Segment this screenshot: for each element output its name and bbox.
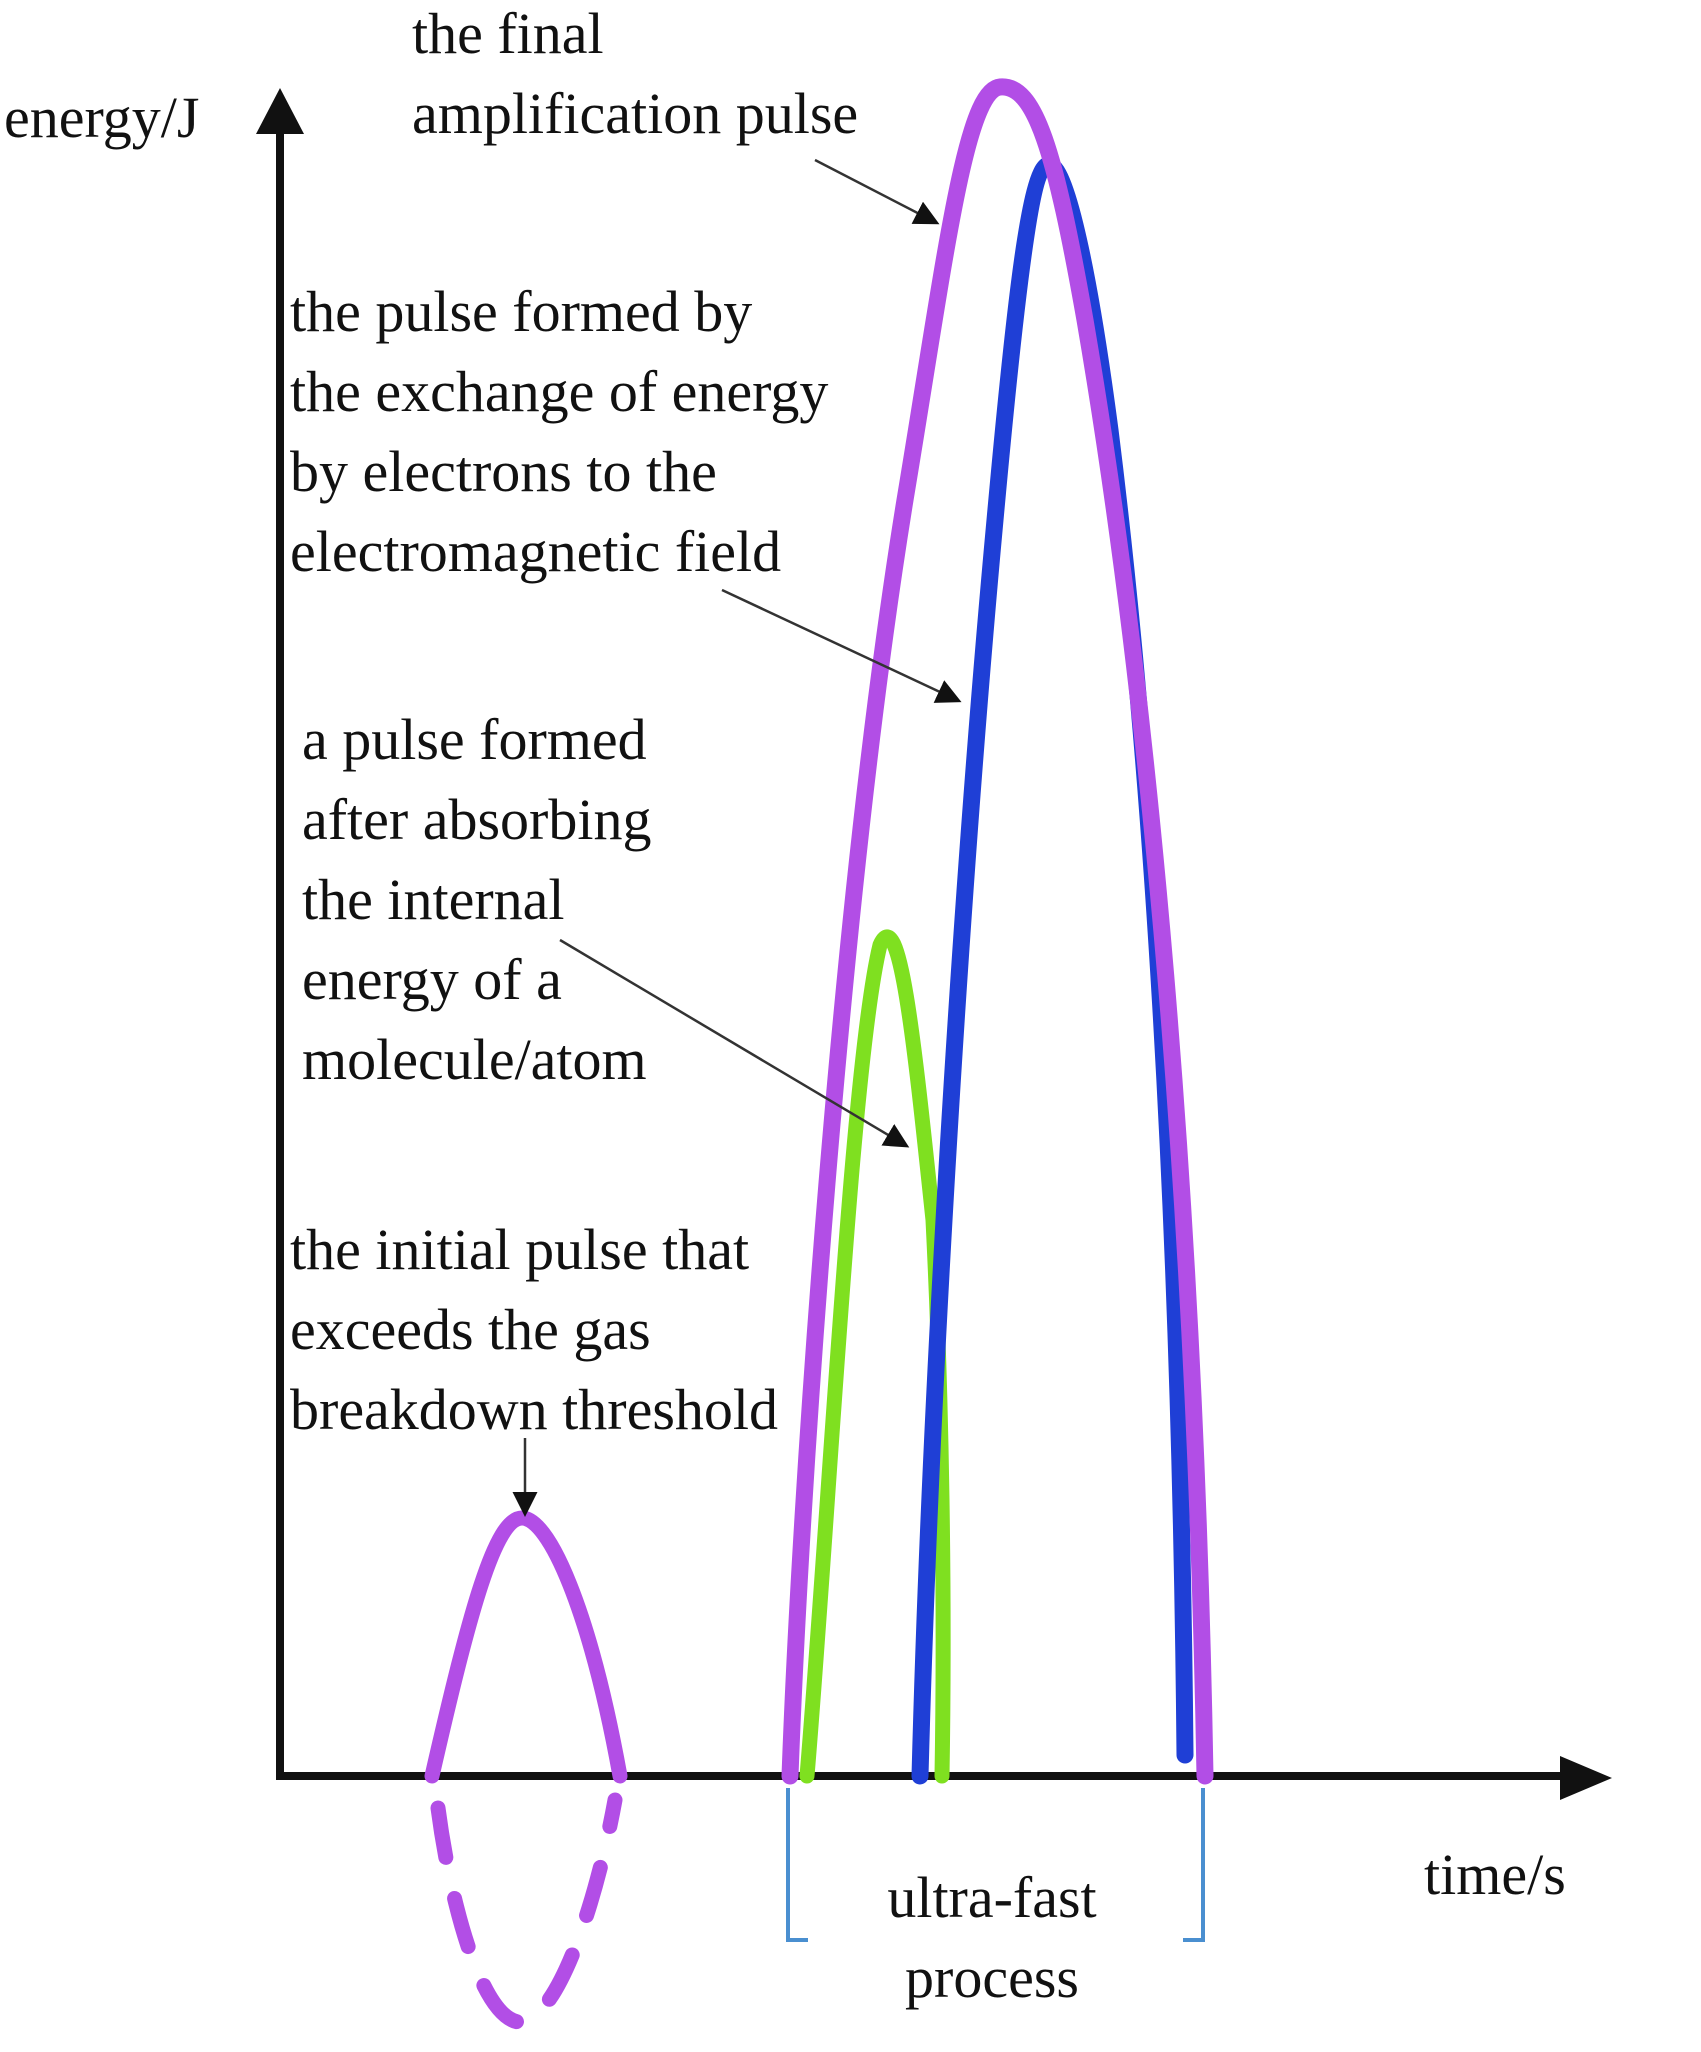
initial-pulse-label-line: the initial pulse that [290, 1217, 750, 1282]
exchange-pulse-label-line: the pulse formed by [290, 279, 753, 344]
final-pulse-label-line: amplification pulse [412, 81, 859, 146]
x-axis-arrowhead [1560, 1756, 1612, 1800]
final-pulse-label: the final amplification pulse [412, 0, 858, 154]
ultrafast-label: ultra-fast process [852, 1858, 1132, 2018]
absorbing-pulse-curve [799, 929, 951, 1784]
absorbing-pulse-pointer [559, 938, 910, 1148]
absorbing-pulse-label: a pulse formed after absorbing the inter… [302, 700, 651, 1100]
absorbing-pulse-label-line: energy of a [302, 947, 562, 1012]
final-pulse-pointer [814, 158, 940, 225]
exchange-pulse-label-line: the exchange of energy [290, 359, 829, 424]
final-pulse-curve [781, 78, 1214, 1785]
initial-pulse-curve [424, 1510, 628, 1784]
x-axis-label: time/s [1424, 1842, 1566, 1907]
exchange-pulse-curve [911, 156, 1194, 1785]
exchange-pulse-label-line: by electrons to the [290, 439, 717, 504]
ultrafast-bracket [786, 1788, 1205, 1942]
initial-pulse-label-line: exceeds the gas [290, 1297, 651, 1362]
initial-pulse-label: the initial pulse that exceeds the gas b… [290, 1210, 778, 1450]
absorbing-pulse-label-line: the internal [302, 867, 565, 932]
y-axis-arrowhead [256, 88, 304, 134]
absorbing-pulse-label-line: after absorbing [302, 787, 652, 852]
exchange-pulse-pointer [721, 588, 962, 703]
initial-pulse-label-line: breakdown threshold [290, 1377, 779, 1442]
exchange-pulse-label-line: electromagnetic field [290, 519, 782, 584]
y-axis-label: energy/J [4, 85, 200, 150]
absorbing-pulse-label-line: a pulse formed [302, 707, 647, 772]
ultrafast-label-line: process [905, 1945, 1079, 2010]
ultrafast-label-line: ultra-fast [887, 1865, 1097, 1930]
final-pulse-label-line: the final [412, 1, 604, 66]
initial-pulse-dashed-curve [430, 1792, 623, 2030]
absorbing-pulse-label-line: molecule/atom [302, 1027, 647, 1092]
exchange-pulse-label: the pulse formed by the exchange of ener… [290, 272, 828, 592]
